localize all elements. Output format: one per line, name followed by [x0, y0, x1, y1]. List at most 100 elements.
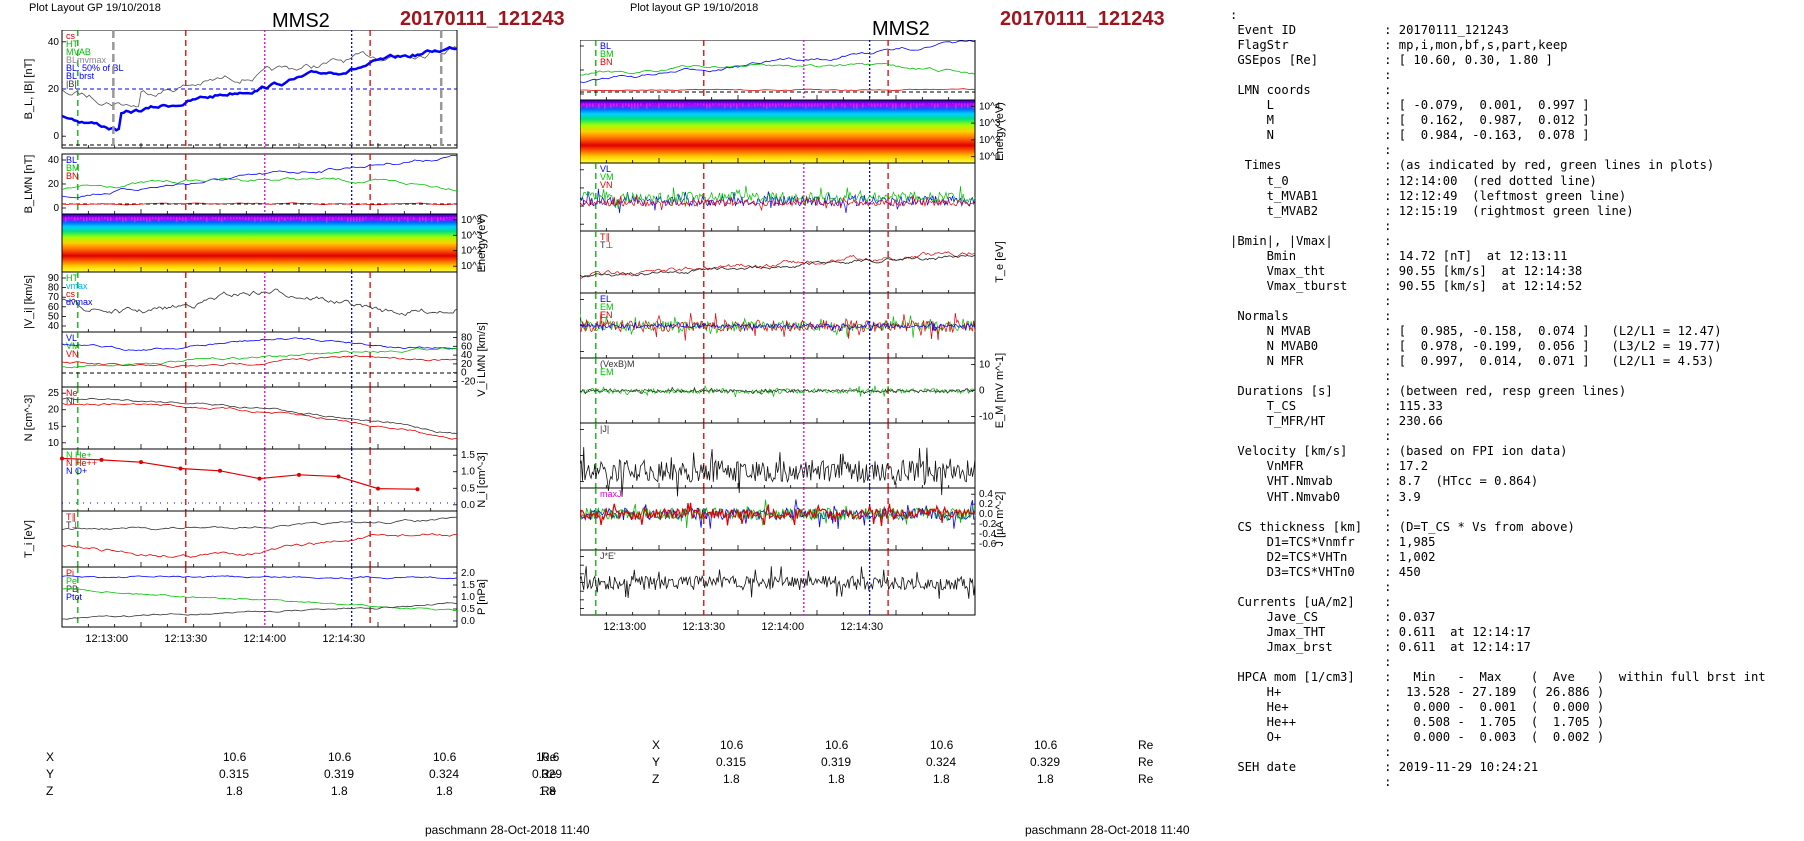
legend-entry: EN	[600, 310, 613, 320]
spectrogram-noise	[326, 216, 328, 223]
spectrogram-noise	[889, 103, 891, 105]
time-tick-label: 12:14:00	[761, 621, 804, 633]
info-line: N MVAB : [ 0.985, -0.158, 0.074 ] (L2/L1…	[1230, 323, 1722, 338]
info-line: :	[1230, 775, 1392, 790]
info-line: Times : (as indicated by red, green line…	[1230, 158, 1715, 173]
spectrogram-noise	[823, 103, 825, 110]
spectrogram-noise	[92, 216, 94, 221]
series-VL	[580, 188, 976, 214]
y-axis-label: T_e [eV]	[994, 241, 1006, 283]
spectrogram-noise	[65, 216, 67, 223]
spectrogram-noise	[667, 103, 669, 108]
spectrogram-noise	[781, 103, 783, 106]
data-point-He++	[415, 487, 420, 492]
coord-label: X	[652, 738, 661, 752]
spectrogram-noise	[895, 103, 897, 110]
legend-entry: N O+	[66, 466, 87, 476]
y-axis-label: B_L, |B| [nT]	[23, 59, 35, 120]
spectrogram-noise	[278, 216, 280, 223]
legend-entry: MVAB	[66, 47, 91, 57]
spectrogram-noise	[365, 216, 367, 219]
spectrogram-noise	[964, 103, 966, 106]
info-line: :	[1230, 579, 1392, 594]
info-line: Event ID : 20170111_121243	[1230, 23, 1509, 38]
coord-value: 10.6	[328, 750, 352, 764]
info-line: T_CS : 115.33	[1230, 399, 1443, 414]
info-line: Currents [uA/m2] :	[1230, 594, 1392, 609]
y-axis-label: |V_i| [km/s]	[23, 275, 35, 329]
y-tick-label: 40	[48, 155, 60, 166]
spectrogram-noise	[155, 216, 157, 219]
info-line: VHT.Nmvab0 : 3.9	[1230, 489, 1421, 504]
data-point-He++	[99, 457, 104, 462]
spectrogram-noise	[176, 216, 178, 223]
spectrogram-noise	[269, 216, 271, 220]
spectrogram-noise	[931, 103, 933, 105]
spectrogram-noise	[98, 216, 100, 222]
legend-entry: |B|	[66, 79, 77, 89]
coord-row-y: Y 0.315 0.319 0.324 0.329 Re	[46, 767, 562, 783]
spectrogram-noise	[850, 103, 852, 105]
info-line: :	[1230, 143, 1392, 158]
series-JN	[580, 502, 976, 527]
info-line: He+ : 0.000 - 0.001 ( 0.000 )	[1230, 700, 1605, 715]
spectrogram-noise	[847, 103, 849, 104]
y-tick-label: 10	[979, 360, 991, 371]
info-line: H+ : 13.528 - 27.189 ( 26.886 )	[1230, 685, 1605, 700]
right-plot-event-id: 20170111_121243	[1000, 8, 1165, 30]
y-tick-label: 1.0	[461, 467, 475, 478]
info-line: N : [ 0.984, -0.163, 0.078 ]	[1230, 128, 1590, 143]
y-tick-label: 10^4	[979, 101, 1001, 112]
series-BM	[580, 62, 976, 76]
time-tick-label: 12:13:30	[164, 633, 207, 645]
legend-entry: N He+	[66, 450, 92, 460]
info-line: M : [ 0.162, 0.987, 0.012 ]	[1230, 113, 1590, 128]
spectrogram-noise	[320, 216, 322, 218]
spectrogram-noise	[703, 103, 705, 106]
info-line: VnMFR : 17.2	[1230, 459, 1429, 474]
spectrogram-noise	[616, 103, 618, 107]
spectrogram-noise	[329, 216, 331, 219]
series-VM	[580, 185, 976, 209]
coord-value: 1.8	[1037, 772, 1054, 786]
y-tick-label: 1.5	[461, 580, 475, 591]
spectrogram-noise	[754, 103, 756, 107]
spectrogram-noise	[251, 216, 253, 219]
spectrogram-noise	[715, 103, 717, 105]
series-Tpar	[580, 251, 976, 279]
spectrogram-noise	[637, 103, 639, 110]
left-coords-table: X 10.6 10.6 10.6 10.6 Re Y 0.315 0.319 0…	[46, 750, 562, 805]
spectrogram-noise	[769, 103, 771, 108]
spectrogram-noise	[838, 103, 840, 104]
spectrogram-noise	[700, 103, 702, 105]
spectrogram-noise	[179, 216, 181, 221]
spectrogram-noise	[185, 216, 187, 222]
spectrogram-noise	[592, 103, 594, 107]
spectrogram-noise	[736, 103, 738, 110]
y-axis-label: B_LMN [nT]	[23, 155, 35, 214]
spectrogram-noise	[260, 216, 262, 222]
spectrogram-noise	[922, 103, 924, 106]
spectrogram-noise	[811, 103, 813, 108]
coord-value: 10.6	[433, 750, 457, 764]
spectrogram-noise	[775, 103, 777, 108]
series-BL	[580, 40, 976, 83]
spectrogram-noise	[440, 216, 442, 221]
series-JE	[580, 566, 976, 599]
spectrogram-noise	[401, 216, 403, 219]
legend-entry: BN	[600, 57, 613, 67]
y-tick-label: 10^4	[461, 215, 483, 226]
spectrogram-noise	[236, 216, 238, 220]
right-coords-table: X 10.6 10.6 10.6 10.6 Re Y 0.315 0.319 0…	[652, 738, 1162, 793]
info-line: t_MVAB1 : 12:12:49 (leftmost green line)	[1230, 188, 1627, 203]
y-tick-label: 20	[48, 405, 60, 416]
time-tick-label: 12:13:00	[85, 633, 128, 645]
y-tick-label: 70	[48, 292, 60, 303]
y-tick-label: 10^2	[461, 246, 483, 257]
info-line: VHT.Nmvab : 8.7 (HTcc = 0.864)	[1230, 474, 1539, 489]
y-tick-label: 0	[979, 386, 985, 397]
spectrogram-noise	[694, 103, 696, 105]
spectrogram-noise	[107, 216, 109, 222]
spectrogram-noise	[389, 216, 391, 220]
